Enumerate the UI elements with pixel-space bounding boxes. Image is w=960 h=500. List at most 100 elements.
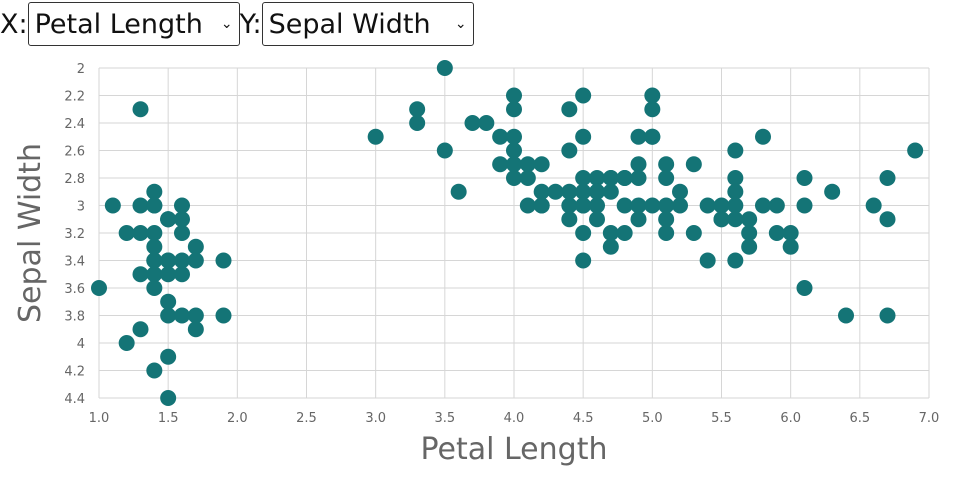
data-point[interactable] — [630, 170, 647, 186]
data-point[interactable] — [907, 142, 924, 159]
data-point[interactable] — [630, 197, 647, 214]
data-point[interactable] — [146, 238, 163, 255]
data-point[interactable] — [118, 335, 135, 351]
data-point[interactable] — [630, 211, 647, 228]
data-point[interactable] — [796, 280, 813, 296]
data-point[interactable] — [160, 390, 177, 406]
data-point[interactable] — [146, 197, 163, 214]
data-point[interactable] — [146, 252, 163, 269]
data-point[interactable] — [533, 156, 550, 173]
data-point[interactable] — [464, 115, 481, 131]
data-point[interactable] — [602, 183, 619, 200]
data-point[interactable] — [602, 238, 619, 255]
data-point[interactable] — [118, 225, 135, 241]
data-point[interactable] — [768, 225, 785, 241]
data-point[interactable] — [630, 156, 647, 173]
data-point[interactable] — [602, 225, 619, 241]
data-point[interactable] — [215, 307, 232, 324]
data-point[interactable] — [160, 307, 177, 324]
data-point[interactable] — [796, 197, 813, 214]
data-point[interactable] — [727, 252, 744, 269]
data-point[interactable] — [519, 170, 536, 186]
data-point[interactable] — [409, 115, 426, 131]
data-point[interactable] — [575, 252, 592, 269]
data-point[interactable] — [699, 252, 716, 269]
data-point[interactable] — [436, 142, 453, 159]
data-point[interactable] — [755, 128, 771, 145]
data-point[interactable] — [367, 128, 384, 145]
data-point[interactable] — [879, 211, 896, 228]
data-point[interactable] — [644, 128, 661, 145]
data-point[interactable] — [506, 142, 522, 159]
data-point[interactable] — [436, 60, 453, 76]
data-point[interactable] — [561, 197, 578, 214]
data-point[interactable] — [450, 183, 467, 200]
data-point[interactable] — [492, 128, 509, 145]
data-point[interactable] — [561, 101, 578, 118]
data-point[interactable] — [146, 225, 163, 241]
data-point[interactable] — [755, 197, 771, 214]
data-point[interactable] — [575, 128, 592, 145]
data-point[interactable] — [616, 170, 633, 186]
data-point[interactable] — [146, 362, 163, 379]
data-point[interactable] — [879, 307, 896, 324]
data-point[interactable] — [575, 87, 592, 104]
data-point[interactable] — [160, 252, 177, 269]
data-point[interactable] — [132, 321, 149, 338]
data-point[interactable] — [506, 128, 522, 145]
data-point[interactable] — [187, 307, 204, 324]
data-point[interactable] — [644, 87, 661, 104]
data-point[interactable] — [658, 156, 675, 173]
data-point[interactable] — [146, 266, 163, 283]
data-point[interactable] — [658, 211, 675, 228]
data-point[interactable] — [104, 197, 121, 214]
data-point[interactable] — [589, 197, 605, 214]
data-point[interactable] — [589, 170, 605, 186]
data-point[interactable] — [658, 170, 675, 186]
data-point[interactable] — [174, 197, 190, 214]
data-point[interactable] — [727, 142, 744, 159]
data-point[interactable] — [713, 197, 730, 214]
data-point[interactable] — [575, 170, 592, 186]
data-point[interactable] — [782, 238, 799, 255]
data-point[interactable] — [146, 280, 163, 296]
data-point[interactable] — [506, 170, 522, 186]
data-point[interactable] — [782, 225, 799, 241]
data-point[interactable] — [174, 252, 190, 269]
data-point[interactable] — [796, 170, 813, 186]
data-point[interactable] — [865, 197, 882, 214]
data-point[interactable] — [174, 225, 190, 241]
data-point[interactable] — [160, 266, 177, 283]
data-point[interactable] — [187, 238, 204, 255]
data-point[interactable] — [174, 307, 190, 324]
data-point[interactable] — [132, 266, 149, 283]
data-point[interactable] — [91, 280, 107, 296]
data-point[interactable] — [685, 156, 702, 173]
data-point[interactable] — [658, 197, 675, 214]
data-point[interactable] — [616, 225, 633, 241]
data-point[interactable] — [658, 225, 675, 241]
x-axis-select[interactable]: Petal Length ⌄ — [27, 2, 240, 46]
data-point[interactable] — [215, 252, 232, 269]
data-point[interactable] — [589, 183, 605, 200]
data-point[interactable] — [630, 128, 647, 145]
data-point[interactable] — [409, 101, 426, 118]
data-point[interactable] — [132, 225, 149, 241]
data-point[interactable] — [727, 183, 744, 200]
data-point[interactable] — [146, 183, 163, 200]
data-point[interactable] — [741, 225, 758, 241]
data-point[interactable] — [713, 211, 730, 228]
data-point[interactable] — [727, 170, 744, 186]
data-point[interactable] — [519, 197, 536, 214]
data-point[interactable] — [824, 183, 841, 200]
data-point[interactable] — [768, 197, 785, 214]
data-point[interactable] — [727, 211, 744, 228]
data-point[interactable] — [132, 197, 149, 214]
data-point[interactable] — [160, 211, 177, 228]
data-point[interactable] — [838, 307, 854, 324]
data-point[interactable] — [478, 115, 495, 131]
data-point[interactable] — [533, 183, 550, 200]
data-point[interactable] — [602, 170, 619, 186]
data-point[interactable] — [575, 225, 592, 241]
data-point[interactable] — [547, 183, 564, 200]
